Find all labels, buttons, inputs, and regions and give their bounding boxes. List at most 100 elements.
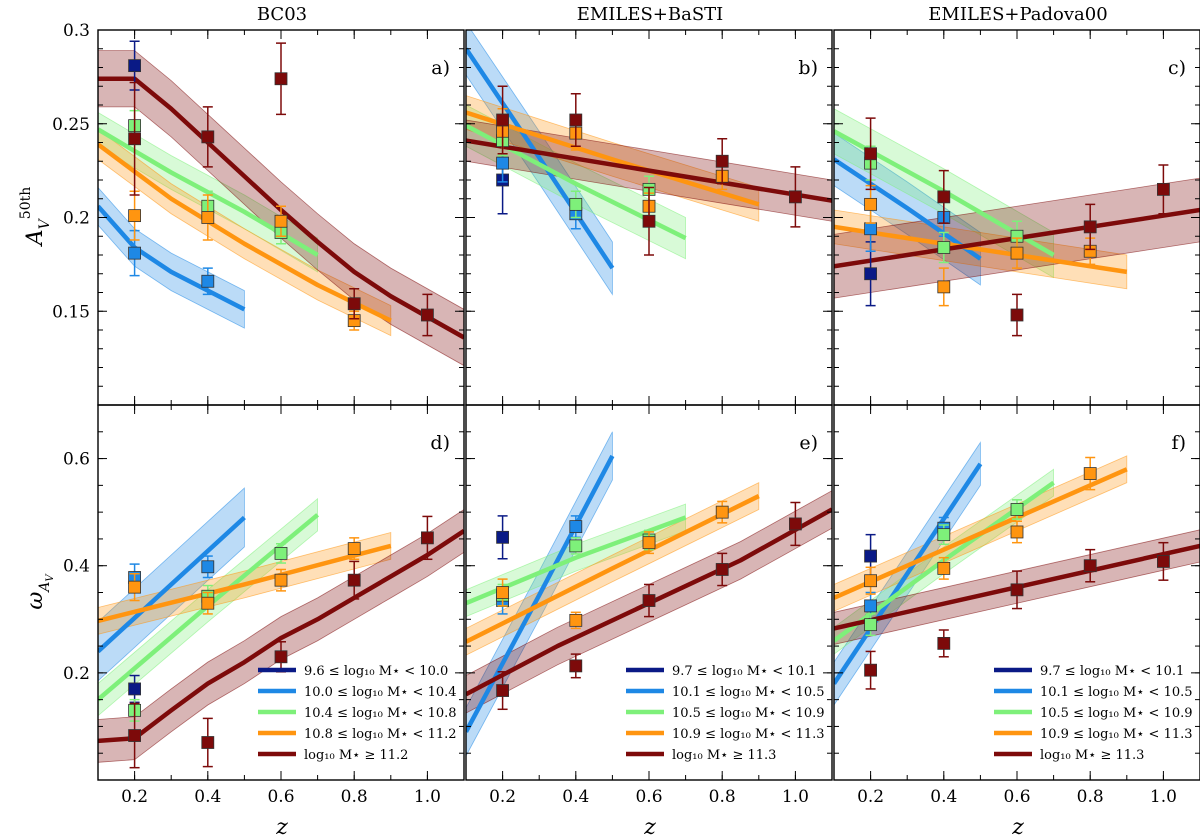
y-tick-label-0-2: 0.25 bbox=[52, 115, 90, 135]
fit-line-series-3 bbox=[466, 110, 760, 207]
marker-series-4-pt-2 bbox=[274, 72, 288, 86]
marker-series-4-pt-4 bbox=[420, 531, 434, 545]
x-tick-label-1-2: 0.6 bbox=[635, 787, 662, 807]
x-axis-label-bc03: z bbox=[275, 815, 288, 840]
marker-series-4-pt-1 bbox=[569, 659, 583, 673]
ylabel-subsub-bottom: V bbox=[45, 573, 56, 582]
marker-series-3-pt-1 bbox=[201, 211, 215, 224]
svg-text:ωAV: ωAV bbox=[23, 573, 56, 610]
marker-series-3-pt-0 bbox=[864, 574, 877, 588]
marker-series-1-pt-1 bbox=[569, 520, 583, 534]
legend-label-0-b: 10.0 ≤ log₁₀ M⋆ < 10.4 bbox=[304, 685, 457, 700]
marker-series-4-pt-2 bbox=[642, 594, 656, 607]
marker-series-4-pt-0 bbox=[496, 113, 510, 127]
marker-series-2-pt-2 bbox=[1010, 503, 1024, 516]
legend-label-0-d: 10.8 ≤ log₁₀ M⋆ < 11.2 bbox=[304, 727, 457, 742]
y-tick-label-1-1: 0.4 bbox=[63, 557, 90, 577]
column-title-bc03: BC03 bbox=[257, 4, 307, 25]
marker-series-4-pt-3 bbox=[715, 154, 729, 168]
marker-series-0-pt-0 bbox=[864, 267, 877, 281]
marker-series-4-pt-0 bbox=[128, 132, 142, 146]
y-tick-label-0-1: 0.2 bbox=[63, 209, 90, 229]
column-title-emiles-basti: EMILES+BaSTI bbox=[577, 4, 724, 25]
x-axis-label-emiles-basti: z bbox=[643, 815, 656, 840]
marker-series-0-pt-0 bbox=[496, 530, 510, 544]
marker-series-4-pt-4 bbox=[1157, 182, 1170, 196]
legend-label-0-e: log₁₀ M⋆ ≥ 11.2 bbox=[304, 748, 408, 763]
marker-series-1-pt-0 bbox=[864, 222, 877, 236]
marker-series-0-pt-0 bbox=[128, 59, 142, 73]
panel-2-1-plot bbox=[834, 441, 1200, 706]
legend-label-2-c: 10.5 ≤ log₁₀ M⋆ < 10.9 bbox=[1040, 706, 1193, 721]
legend-label-2-b: 10.1 ≤ log₁₀ M⋆ < 10.5 bbox=[1040, 685, 1193, 700]
x-tick-label-1-0: 0.2 bbox=[489, 787, 516, 807]
column-title-emiles-padova: EMILES+Padova00 bbox=[928, 4, 1107, 25]
marker-series-4-pt-0 bbox=[128, 729, 142, 742]
marker-series-3-pt-3 bbox=[347, 542, 361, 555]
panel-letter-c: c) bbox=[1168, 57, 1186, 79]
panel-1-1-plot bbox=[466, 431, 832, 757]
x-tick-label-2-4: 1.0 bbox=[1150, 787, 1177, 807]
legend-label-1-c: 10.5 ≤ log₁₀ M⋆ < 10.9 bbox=[672, 706, 825, 721]
marker-series-4-pt-3 bbox=[347, 297, 361, 311]
legend-label-1-a: 9.7 ≤ log₁₀ M⋆ < 10.1 bbox=[672, 664, 816, 679]
legend-label-0-c: 10.4 ≤ log₁₀ M⋆ < 10.8 bbox=[304, 706, 457, 721]
ylabel-sup-top: 50th bbox=[18, 187, 34, 219]
y-axis-label-top: AV50th bbox=[18, 187, 53, 247]
y-tick-label-0-0: 0.15 bbox=[52, 302, 90, 322]
panel-letter-e: e) bbox=[799, 432, 818, 454]
x-tick-label-0-0: 0.2 bbox=[121, 787, 148, 807]
legend-label-0-a: 9.6 ≤ log₁₀ M⋆ < 10.0 bbox=[304, 664, 448, 679]
fit-line-series-1 bbox=[834, 157, 982, 261]
marker-series-3-pt-1 bbox=[569, 613, 583, 627]
marker-series-3-pt-2 bbox=[642, 536, 656, 550]
marker-series-4-pt-3 bbox=[715, 563, 729, 576]
legend-label-1-b: 10.1 ≤ log₁₀ M⋆ < 10.5 bbox=[672, 685, 825, 700]
x-tick-label-0-4: 1.0 bbox=[414, 787, 441, 807]
fit-line-series-3 bbox=[834, 467, 1128, 600]
panel-2-0-plot bbox=[834, 108, 1200, 337]
marker-series-4-pt-4 bbox=[789, 517, 802, 531]
marker-series-3-pt-1 bbox=[201, 596, 215, 610]
panel-letter-b: b) bbox=[798, 57, 818, 79]
marker-series-3-pt-2 bbox=[1010, 246, 1024, 260]
fit-line-series-1 bbox=[98, 204, 246, 312]
marker-series-4-pt-1 bbox=[201, 736, 215, 749]
marker-series-4-pt-1 bbox=[569, 113, 583, 127]
ylabel-main-bottom: ω bbox=[23, 592, 48, 610]
y-axis-label-bottom: ωAV bbox=[23, 573, 56, 610]
marker-series-1-pt-1 bbox=[201, 274, 215, 288]
marker-series-1-pt-0 bbox=[128, 246, 142, 260]
fit-line-series-1 bbox=[834, 462, 983, 685]
marker-series-3-pt-1 bbox=[937, 280, 951, 294]
marker-series-3-pt-2 bbox=[274, 573, 288, 587]
marker-series-4-pt-0 bbox=[864, 663, 877, 677]
marker-series-4-pt-0 bbox=[496, 684, 510, 697]
marker-series-4-pt-4 bbox=[789, 190, 802, 204]
x-tick-label-2-2: 0.6 bbox=[1003, 787, 1030, 807]
fit-line-series-4 bbox=[98, 529, 464, 744]
marker-series-4-pt-0 bbox=[864, 147, 877, 161]
marker-series-3-pt-0 bbox=[128, 580, 142, 594]
panel-letter-d: d) bbox=[430, 432, 450, 454]
x-tick-label-0-3: 0.8 bbox=[341, 787, 368, 807]
marker-series-4-pt-2 bbox=[1010, 308, 1024, 322]
marker-series-4-pt-2 bbox=[642, 214, 656, 228]
fit-line-series-1 bbox=[98, 515, 246, 654]
marker-series-3-pt-1 bbox=[937, 561, 951, 575]
panel-0-0-plot bbox=[98, 40, 464, 367]
marker-series-4-pt-3 bbox=[347, 573, 361, 587]
marker-series-1-pt-0 bbox=[864, 599, 877, 613]
marker-series-2-pt-2 bbox=[274, 546, 288, 560]
fit-line-series-3 bbox=[466, 494, 760, 644]
panel-letter-a: a) bbox=[431, 57, 450, 79]
x-tick-label-2-0: 0.2 bbox=[857, 787, 884, 807]
marker-series-3-pt-2 bbox=[1010, 525, 1024, 539]
marker-series-4-pt-4 bbox=[420, 308, 434, 322]
marker-series-3-pt-3 bbox=[1083, 467, 1097, 480]
marker-series-3-pt-2 bbox=[274, 214, 288, 228]
svg-text:AV50th: AV50th bbox=[18, 187, 53, 247]
ylabel-sub-top: V bbox=[37, 217, 53, 229]
marker-series-4-pt-4 bbox=[1157, 555, 1170, 568]
